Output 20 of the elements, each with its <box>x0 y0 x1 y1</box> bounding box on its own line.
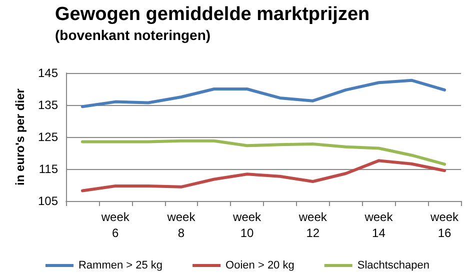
x-tick-label: week 10 <box>232 210 262 240</box>
y-tick-label: 115 <box>38 162 58 176</box>
legend-label: Rammen > 25 kg <box>78 260 163 272</box>
y-tick-label: 105 <box>38 194 58 208</box>
chart-title: Gewogen gemiddelde marktprijzen <box>55 4 370 25</box>
line-series <box>80 159 446 192</box>
x-tick-label: week 6 <box>100 210 130 240</box>
line-series <box>80 78 446 108</box>
y-tick-label: 145 <box>38 66 58 80</box>
x-tick-label: week 8 <box>166 210 196 240</box>
line-series <box>80 139 446 166</box>
chart-subtitle: (bovenkant noteringen) <box>55 27 211 43</box>
x-tick-label: week 16 <box>430 210 460 240</box>
y-axis-title: in euro's per dier <box>13 88 27 186</box>
legend-label: Ooien > 20 kg <box>226 260 294 272</box>
y-tick-label: 135 <box>38 98 58 112</box>
x-tick-label: week 14 <box>364 210 394 240</box>
legend-label: Slachtschapen <box>357 260 430 272</box>
y-tick-label: 125 <box>38 130 58 144</box>
x-tick-label: week 12 <box>298 210 328 240</box>
